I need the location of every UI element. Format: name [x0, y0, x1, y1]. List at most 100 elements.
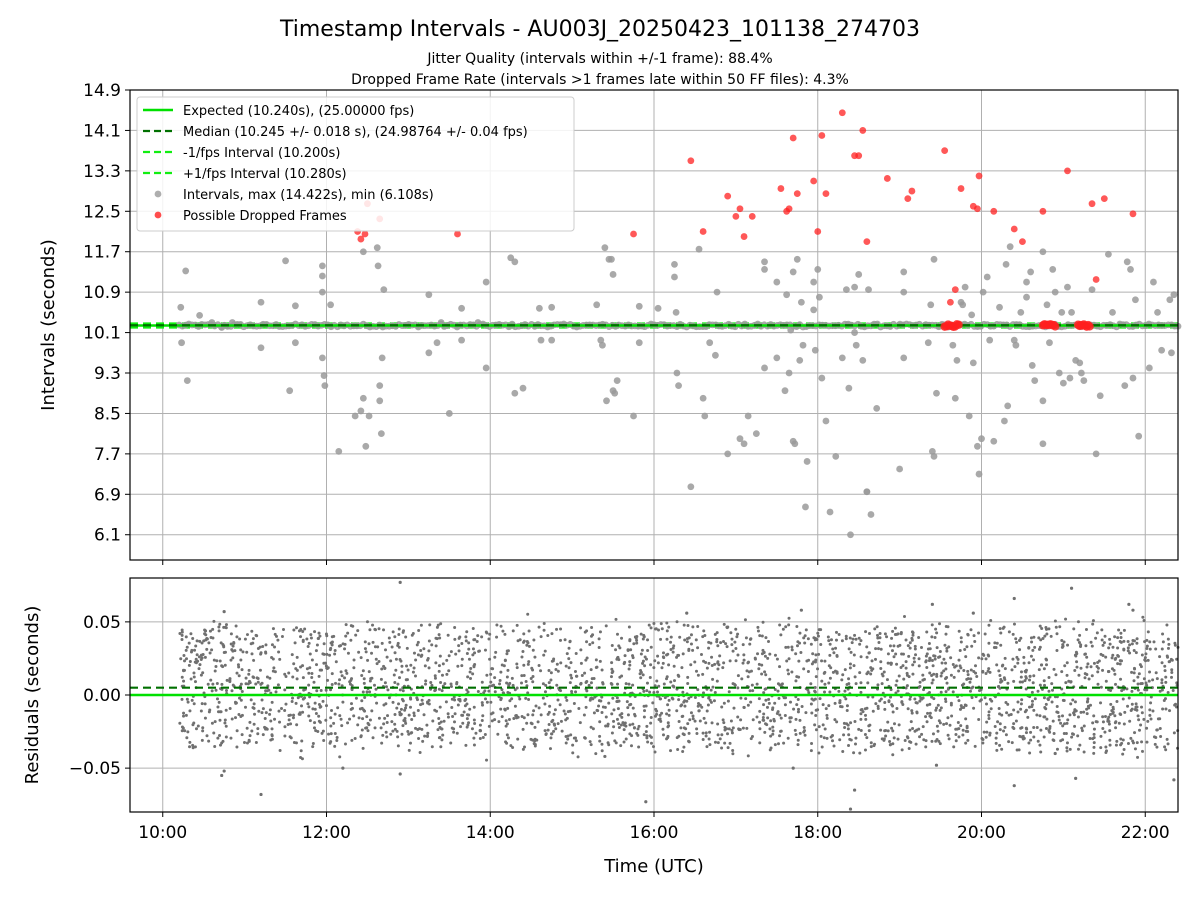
residual-point	[533, 725, 537, 729]
residual-point	[1035, 726, 1039, 730]
residual-point	[1082, 750, 1086, 754]
residual-point	[541, 696, 545, 700]
interval-point	[1055, 369, 1063, 377]
residual-point	[610, 644, 614, 648]
interval-point	[863, 488, 871, 496]
residual-point	[673, 679, 677, 683]
residual-point	[697, 709, 701, 713]
residual-point	[858, 642, 862, 646]
residual-point	[1132, 639, 1136, 643]
interval-point	[818, 374, 826, 382]
top-y-tick-label: 6.1	[94, 526, 121, 546]
residual-point	[235, 635, 239, 639]
residual-point	[831, 733, 835, 737]
residual-point	[1109, 702, 1113, 706]
residual-point	[821, 723, 825, 727]
residual-point	[1049, 634, 1053, 638]
residual-point	[742, 653, 746, 657]
residual-point	[935, 706, 939, 710]
residual-point	[951, 662, 955, 666]
interval-point	[1028, 362, 1036, 369]
residual-point	[716, 644, 720, 648]
residual-point	[778, 665, 782, 669]
residual-point	[493, 690, 497, 694]
residual-point	[891, 704, 895, 708]
interval-point	[1132, 296, 1139, 304]
residual-point	[455, 731, 459, 735]
residual-point	[662, 656, 666, 660]
residual-point	[446, 633, 450, 637]
interval-point	[865, 286, 872, 294]
residual-point	[930, 635, 934, 639]
residual-point	[906, 707, 910, 711]
chart-title: Timestamp Intervals - AU003J_20250423_10…	[279, 17, 920, 42]
residual-point	[543, 690, 547, 694]
residual-point	[1028, 674, 1032, 678]
residual-point	[764, 722, 768, 726]
residual-point	[471, 647, 475, 651]
residual-point	[1024, 708, 1028, 712]
residual-point	[231, 683, 235, 687]
residual-point	[198, 663, 202, 667]
residual-point	[636, 733, 640, 737]
residual-point	[949, 673, 953, 677]
residual-point	[987, 713, 991, 717]
residual-point	[254, 740, 258, 744]
residual-point	[639, 632, 643, 636]
residual-point	[224, 735, 228, 739]
residual-point	[811, 652, 815, 656]
residual-point	[837, 689, 841, 693]
dropped-frame-point	[1129, 210, 1137, 218]
top-y-tick-label: 14.1	[83, 121, 121, 141]
residual-point	[487, 689, 491, 693]
residual-point	[873, 657, 877, 661]
interval-point	[548, 336, 556, 344]
residual-point	[988, 733, 992, 737]
residual-point	[317, 631, 321, 635]
residual-point	[621, 721, 625, 725]
residual-point	[533, 655, 537, 659]
residual-point	[928, 656, 932, 660]
residual-point	[876, 636, 880, 640]
interval-point	[787, 326, 795, 334]
residual-point	[315, 663, 319, 667]
bottom-x-tick-label: 10:00	[138, 823, 187, 843]
residual-point	[775, 712, 779, 716]
residual-point	[294, 626, 298, 630]
residual-point	[526, 713, 530, 717]
residual-point	[471, 653, 475, 657]
interval-point	[969, 359, 977, 367]
residual-point	[322, 661, 326, 665]
residual-point	[1113, 672, 1117, 676]
residual-point	[1140, 740, 1144, 744]
residual-point	[1151, 678, 1155, 682]
residual-point	[589, 743, 593, 747]
residual-point	[1032, 674, 1036, 678]
top-y-tick-label: 7.7	[94, 445, 121, 465]
interval-point	[380, 286, 388, 294]
residual-point	[393, 635, 397, 639]
residual-point	[503, 708, 507, 712]
residual-point	[1114, 656, 1118, 660]
interval-point	[357, 407, 365, 415]
residual-point	[814, 658, 818, 662]
residual-point	[667, 708, 671, 712]
residual-point	[252, 702, 256, 706]
residual-point	[1144, 652, 1148, 656]
residual-point	[598, 739, 602, 743]
residual-point	[758, 634, 762, 638]
residual-point	[679, 726, 683, 730]
residual-point	[333, 652, 337, 656]
residual-point	[394, 657, 398, 661]
top-axes-frame	[129, 89, 1179, 561]
residual-point	[687, 636, 691, 640]
residual-point	[307, 705, 311, 709]
residual-point	[1158, 726, 1162, 730]
residual-point	[911, 672, 915, 676]
residual-point	[512, 717, 516, 721]
residual-point	[527, 644, 531, 648]
residual-point	[817, 652, 821, 656]
residual-point	[1130, 642, 1134, 646]
residual-point	[208, 629, 212, 633]
residual-point	[433, 676, 437, 680]
